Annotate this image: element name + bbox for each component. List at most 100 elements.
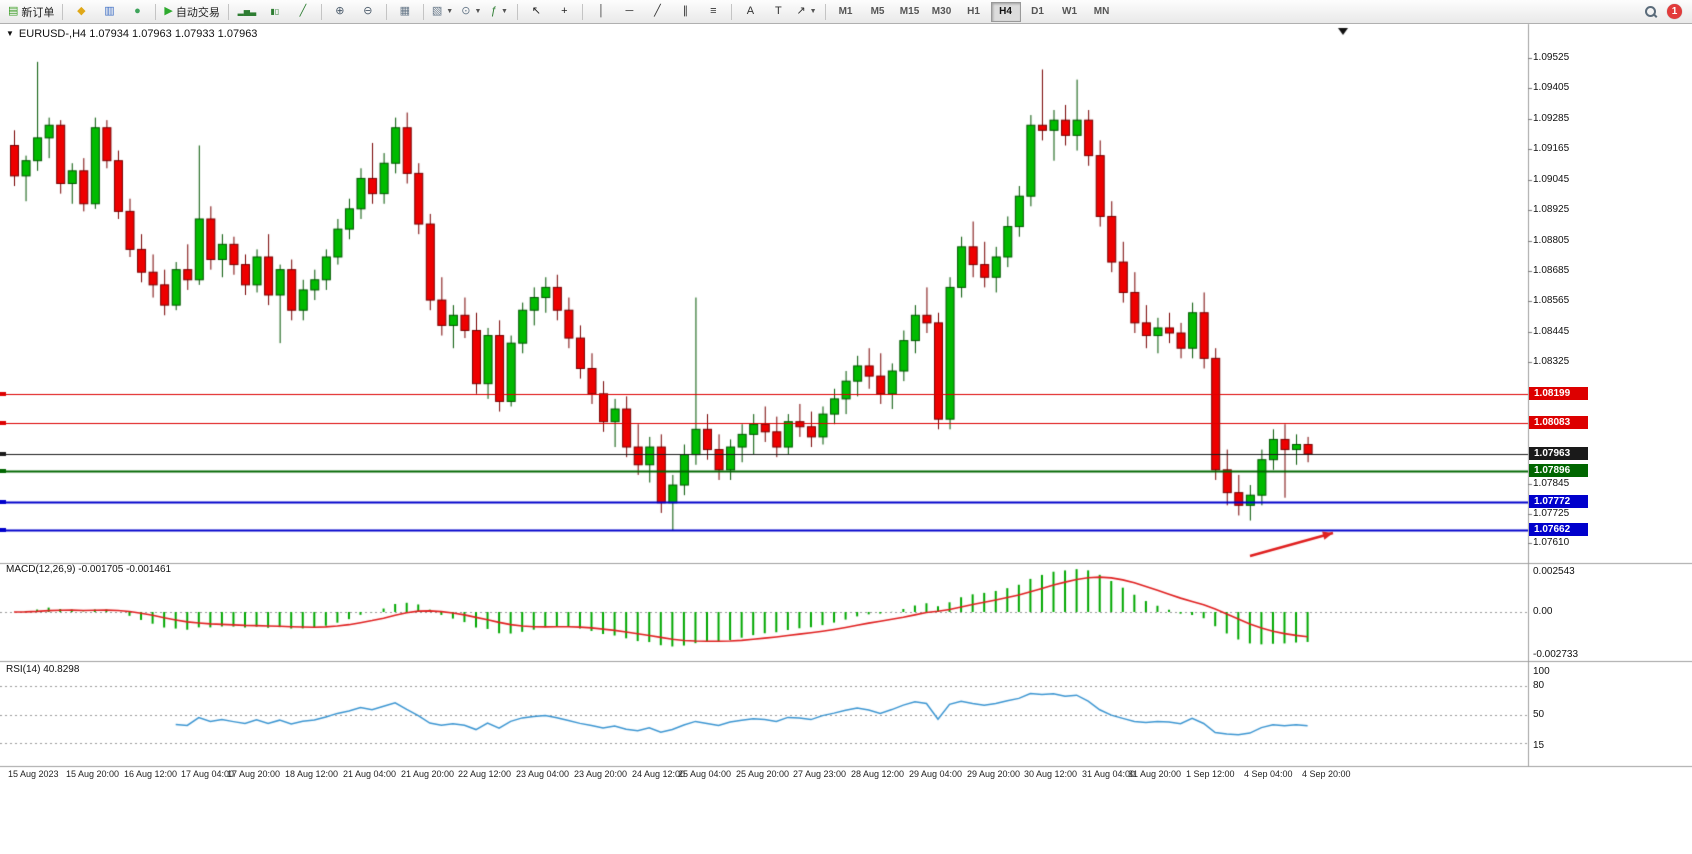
ohlc-text: EURUSD-,H4 1.07934 1.07963 1.07933 1.079… [18,28,258,40]
text-icon: A [746,5,755,17]
horizontal-line-icon: ─ [625,5,634,17]
chart-dropdown-icon[interactable]: ▼ [6,29,14,38]
timeframe-button-m30[interactable]: M30 [931,6,952,17]
date-axis-label: 24 Aug 12:00 [632,769,686,779]
new-order-label: 新订单 [21,6,55,19]
marketwatch-button[interactable]: ◆ [68,1,94,23]
date-axis-label: 15 Aug 2023 [8,769,59,779]
price-tag: 1.07896 [1529,464,1588,477]
arrow-objects-button[interactable]: ↗ ▼ [793,1,819,23]
zoom-out-button[interactable]: ⊖ [355,1,381,23]
period-clock-button[interactable]: ⊙ ▼ [458,1,484,23]
macd-axis-max: 0.002543 [1533,566,1575,577]
date-axis-label: 22 Aug 12:00 [458,769,512,779]
timeframe-button-h4[interactable]: H4 [990,1,1021,22]
macd-name: MACD(12,26,9) [6,564,76,575]
zoom-in-icon: ⊕ [335,5,345,17]
arrow-objects-caret-icon: ▼ [809,8,817,15]
new-order-button[interactable]: ▤ 新订单 [5,1,57,23]
price-axis-label: 1.08565 [1533,295,1570,306]
zoom-out-icon: ⊖ [363,5,373,17]
price-axis-label: 1.09045 [1533,174,1570,185]
toolbar-separator [155,3,157,20]
rsi-axis-label: 15 [1533,740,1545,751]
toolbar-separator [824,3,826,20]
new-chart-icon: ▧ [431,5,443,17]
toolbar-separator [227,3,229,20]
horizontal-line-button[interactable]: ─ [616,1,642,23]
toolbar-separator [385,3,387,20]
new-chart-button[interactable]: ▧ ▼ [429,1,456,23]
search-icon[interactable] [1644,5,1658,19]
text-label-button[interactable]: T [765,1,791,23]
macd-axis-zero: 0.00 [1533,606,1553,617]
equidistant-channel-button[interactable]: ∥ [672,1,698,23]
line-chart-icon: ╱ [299,5,307,17]
zoom-in-button[interactable]: ⊕ [327,1,353,23]
rsi-name: RSI(14) [6,664,41,675]
price-axis-label: 1.08925 [1533,204,1570,215]
navigator-icon: ● [134,5,141,17]
arrow-objects-icon: ↗ [796,5,806,17]
autotrade-icon: ▶ [164,5,173,17]
macd-main-value: -0.001705 [78,564,124,575]
timeframe-button-m1[interactable]: M1 [838,6,853,17]
tile-windows-button[interactable]: ▦ [392,1,418,23]
timeframe-button-m5[interactable]: M5 [870,6,885,17]
rsi-axis-label: 80 [1533,680,1545,691]
fibonacci-button[interactable]: ≡ [700,1,726,23]
timeframe-button-m15[interactable]: M15 [899,6,920,17]
toolbar-separator [517,3,519,20]
date-axis-label: 25 Aug 04:00 [678,769,732,779]
price-axis-label: 1.07845 [1533,478,1570,489]
date-axis-label: 30 Aug 12:00 [1024,769,1078,779]
bar-chart-button[interactable]: ▂▅▃ [234,1,260,23]
price-axis-label: 1.08445 [1533,326,1570,337]
rsi-axis-label: 50 [1533,709,1545,720]
equidistant-channel-icon: ∥ [682,5,689,17]
timeframe-button-d1[interactable]: D1 [1031,6,1044,17]
marketwatch-icon: ◆ [77,5,86,17]
indicators-button[interactable]: ƒ ▼ [486,1,512,23]
fibonacci-icon: ≡ [710,5,717,17]
candlestick-chart-button[interactable]: ▮▯ [262,1,288,23]
price-axis-label: 1.09405 [1533,82,1570,93]
timeframe-button-h1[interactable]: H1 [967,6,980,17]
new-order-icon: ▤ [8,5,19,17]
toolbar-separator [422,3,424,20]
price-axis-label: 1.08325 [1533,356,1570,367]
new-chart-caret-icon: ▼ [446,8,454,15]
tile-windows-icon: ▦ [399,5,411,17]
toolbar-right: 1 [1644,4,1688,19]
date-axis-label: 1 Sep 12:00 [1186,769,1235,779]
data-window-button[interactable]: ▥ [96,1,122,23]
crosshair-button[interactable]: + [551,1,577,23]
timeframe-button-mn[interactable]: MN [1093,6,1110,17]
date-axis-label: 23 Aug 04:00 [516,769,570,779]
price-tag: 1.08199 [1529,387,1588,400]
text-button[interactable]: A [737,1,763,23]
autotrade-label: 自动交易 [175,6,220,19]
price-tag: 1.07772 [1529,495,1588,508]
navigator-button[interactable]: ● [124,1,150,23]
price-axis-label: 1.09525 [1533,52,1570,63]
date-axis-label: 21 Aug 20:00 [401,769,455,779]
cursor-icon: ↖ [531,5,541,17]
date-axis-label: 21 Aug 04:00 [343,769,397,779]
date-axis-label: 31 Aug 04:00 [1082,769,1136,779]
cursor-button[interactable]: ↖ [523,1,549,23]
date-axis-label: 17 Aug 04:00 [181,769,235,779]
autotrade-button[interactable]: ▶ 自动交易 [161,1,222,23]
timeframe-button-w1[interactable]: W1 [1062,6,1078,17]
line-chart-button[interactable]: ╱ [290,1,316,23]
date-axis-label: 27 Aug 23:00 [793,769,847,779]
macd-indicator-label: MACD(12,26,9) -0.001705 -0.001461 [6,564,171,575]
crosshair-icon: + [561,5,568,17]
toolbar-separator [62,3,64,20]
notification-badge[interactable]: 1 [1667,4,1682,19]
macd-signal-value: -0.001461 [126,564,172,575]
date-axis-label: 4 Sep 04:00 [1244,769,1293,779]
trendline-button[interactable]: ╱ [644,1,670,23]
vertical-line-button[interactable]: │ [588,1,614,23]
